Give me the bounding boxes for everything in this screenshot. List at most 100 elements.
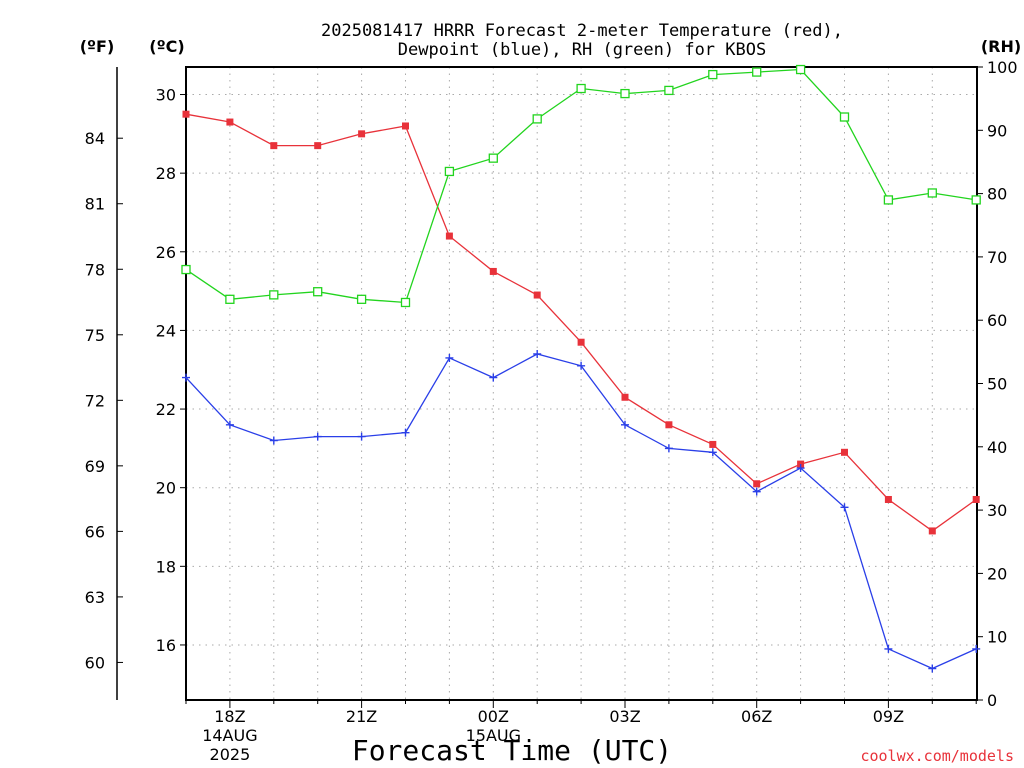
source-credit: coolwx.com/models [860, 747, 1014, 765]
rh-tick-label: 90 [987, 121, 1007, 140]
dewpoint-point [708, 448, 717, 457]
chart-title-line-2: Dewpoint (blue), RH (green) for KBOS [398, 40, 766, 60]
rh-tick-label: 70 [987, 248, 1007, 267]
rh-point [752, 67, 762, 77]
temperature-point [884, 495, 892, 503]
temperature-point [358, 130, 366, 138]
rh-tick-label: 60 [987, 311, 1007, 330]
rh-point [927, 188, 937, 198]
fahrenheit-tick-label: 69 [85, 457, 105, 476]
temperature-point [445, 232, 453, 240]
dewpoint-point [357, 432, 366, 441]
rh-point [532, 114, 542, 124]
temperature-point [226, 118, 234, 126]
rh-point [225, 294, 235, 304]
dewpoint-line [185, 353, 977, 670]
dewpoint-point [752, 487, 761, 496]
rh-point [883, 195, 894, 205]
dewpoint-point [533, 350, 542, 359]
celsius-tick-label: 22 [156, 400, 176, 419]
rh-point [181, 264, 191, 275]
plot-frame [185, 66, 978, 701]
celsius-tick-label: 20 [156, 479, 176, 498]
temperature-series [182, 110, 980, 535]
rh-tick-label: 20 [987, 564, 1007, 583]
fahrenheit-tick-label: 60 [85, 653, 105, 672]
celsius-tick-label: 28 [156, 164, 176, 183]
fahrenheit-axis-label: (ºF) [80, 37, 115, 56]
rh-line [185, 68, 977, 304]
dewpoint-point [664, 444, 673, 453]
rh-point [664, 85, 674, 96]
dewpoint-point [884, 644, 893, 653]
rh-point [400, 297, 411, 308]
celsius-tick-label: 30 [156, 86, 176, 105]
x-tick-label: 09Z [873, 707, 904, 726]
temperature-point [665, 421, 673, 429]
celsius-axis-label: (ºC) [149, 37, 184, 56]
dewpoint-point [577, 361, 586, 370]
temperature-point [314, 142, 322, 150]
dewpoint-point [445, 353, 454, 362]
celsius-tick-label: 24 [156, 321, 176, 340]
temperature-point [489, 267, 497, 275]
x-tick-label: 14AUG [202, 726, 257, 745]
rh-tick-label: 80 [987, 185, 1007, 204]
dewpoint-point [972, 644, 981, 653]
rh-point [971, 195, 981, 205]
rh-series [181, 64, 981, 308]
fahrenheit-tick-label: 63 [85, 588, 105, 607]
rh-point [444, 166, 455, 177]
rh-point [313, 287, 323, 297]
temperature-point [841, 448, 848, 456]
dewpoint-point [621, 420, 629, 429]
dewpoint-point [182, 373, 190, 382]
fahrenheit-tick-label: 72 [85, 391, 105, 410]
rh-point [708, 69, 718, 80]
celsius-tick-label: 18 [156, 557, 176, 576]
rh-point [356, 294, 367, 304]
temperature-point [928, 527, 936, 535]
grid-lines [186, 67, 977, 700]
fahrenheit-tick-label: 81 [85, 195, 105, 214]
dewpoint-point [225, 420, 234, 429]
rh-point [839, 112, 850, 122]
dewpoint-point [401, 428, 410, 437]
rh-point [795, 64, 806, 75]
fahrenheit-tick-label: 75 [85, 326, 105, 345]
fahrenheit-tick-label: 84 [85, 129, 105, 148]
celsius-tick-label: 26 [156, 243, 176, 262]
dewpoint-point [928, 664, 937, 673]
chart-title-line-1: 2025081417 HRRR Forecast 2-meter Tempera… [321, 21, 843, 41]
x-tick-label: 21Z [346, 707, 377, 726]
temperature-point [753, 480, 761, 488]
dewpoint-point [796, 464, 805, 473]
temperature-point [972, 495, 980, 503]
x-tick-label: 03Z [609, 707, 640, 726]
dewpoint-point [313, 432, 322, 441]
rh-tick-label: 40 [987, 438, 1007, 457]
x-tick-label: 2025 [210, 745, 251, 764]
rh-tick-label: 50 [987, 375, 1007, 394]
x-tick-label: 15AUG [466, 726, 521, 745]
temperature-point [270, 142, 278, 150]
rh-point [269, 290, 279, 300]
dewpoint-point [269, 436, 278, 445]
rh-tick-label: 0 [987, 691, 997, 710]
data-series [181, 64, 981, 673]
rh-tick-label: 100 [987, 58, 1018, 77]
rh-tick-label: 10 [987, 628, 1007, 647]
rh-axis-label: (RH) [981, 37, 1021, 56]
temperature-point [621, 393, 629, 401]
dewpoint-series [182, 350, 981, 673]
x-axis-title: Forecast Time (UTC) [352, 734, 672, 767]
fahrenheit-tick-label: 78 [85, 260, 105, 279]
rh-point [488, 153, 498, 163]
x-tick-label: 00Z [478, 707, 509, 726]
temperature-point [533, 291, 541, 299]
rh-tick-label: 30 [987, 501, 1007, 520]
x-tick-label: 06Z [741, 707, 772, 726]
celsius-tick-label: 16 [156, 636, 176, 655]
